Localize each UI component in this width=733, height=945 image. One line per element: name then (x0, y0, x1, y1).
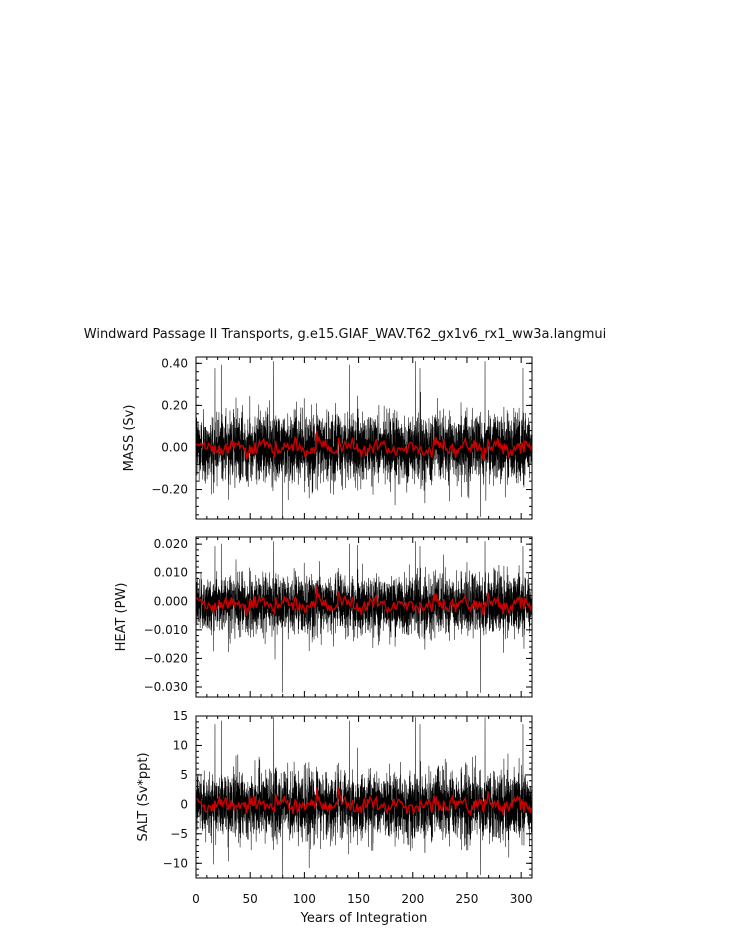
x-tick-label: 300 (510, 892, 533, 906)
plot-area-heat (195, 541, 533, 693)
x-tick-label: 250 (456, 892, 479, 906)
smoothed-series-line (196, 787, 533, 816)
y-tick-label: 15 (173, 709, 188, 723)
y-tick-label: 10 (173, 738, 188, 752)
panel-salt: 15 10 5 0 −5 −10 SALT (Sv*ppt) (136, 709, 533, 879)
y-axis-label-salt: SALT (Sv*ppt) (136, 752, 151, 841)
plot-area-salt (195, 717, 533, 876)
y-tick-label: 0.020 (154, 537, 188, 551)
x-tick-label: 0 (192, 892, 200, 906)
y-tick-label: −0.030 (144, 680, 188, 694)
y-axis-label-mass: MASS (Sv) (122, 405, 137, 472)
plot-area-mass (195, 361, 533, 517)
x-tick-label: 100 (293, 892, 316, 906)
x-axis-ticks: 0 50 100 150 200 250 300 (192, 892, 532, 906)
y-tick-label: 0.000 (154, 594, 188, 608)
smoothed-series-line (196, 585, 533, 617)
x-axis-label: Years of Integration (300, 911, 428, 926)
chart-title: Windward Passage II Transports, g.e15.GI… (84, 327, 606, 342)
y-ticks-mass: 0.40 0.20 0.00 −0.20 (151, 356, 533, 519)
raw-series-line (195, 541, 533, 693)
y-tick-label: 0.40 (161, 356, 188, 370)
x-tick-label: 50 (243, 892, 258, 906)
y-tick-label: 0.010 (154, 566, 188, 580)
y-axis-label-heat: HEAT (PW) (114, 583, 129, 652)
y-tick-label: 0.20 (161, 398, 188, 412)
y-tick-label: −0.020 (144, 651, 188, 665)
y-tick-label: −0.010 (144, 623, 188, 637)
raw-series-line (195, 361, 533, 517)
y-tick-label: 0 (180, 797, 188, 811)
y-tick-label: −10 (163, 856, 188, 870)
y-tick-label: 0.00 (161, 440, 188, 454)
smoothed-series-line (196, 430, 533, 461)
y-tick-label: −5 (170, 827, 188, 841)
x-tick-label: 150 (347, 892, 370, 906)
panel-mass: 0.40 0.20 0.00 −0.20 MASS (Sv) (122, 356, 533, 520)
raw-series-line (195, 717, 533, 876)
x-tick-label: 200 (401, 892, 424, 906)
y-tick-label: −0.20 (151, 483, 188, 497)
y-tick-label: 5 (180, 768, 188, 782)
panel-heat: 0.020 0.010 0.000 −0.010 −0.020 −0.030 HEAT (… (114, 536, 533, 698)
